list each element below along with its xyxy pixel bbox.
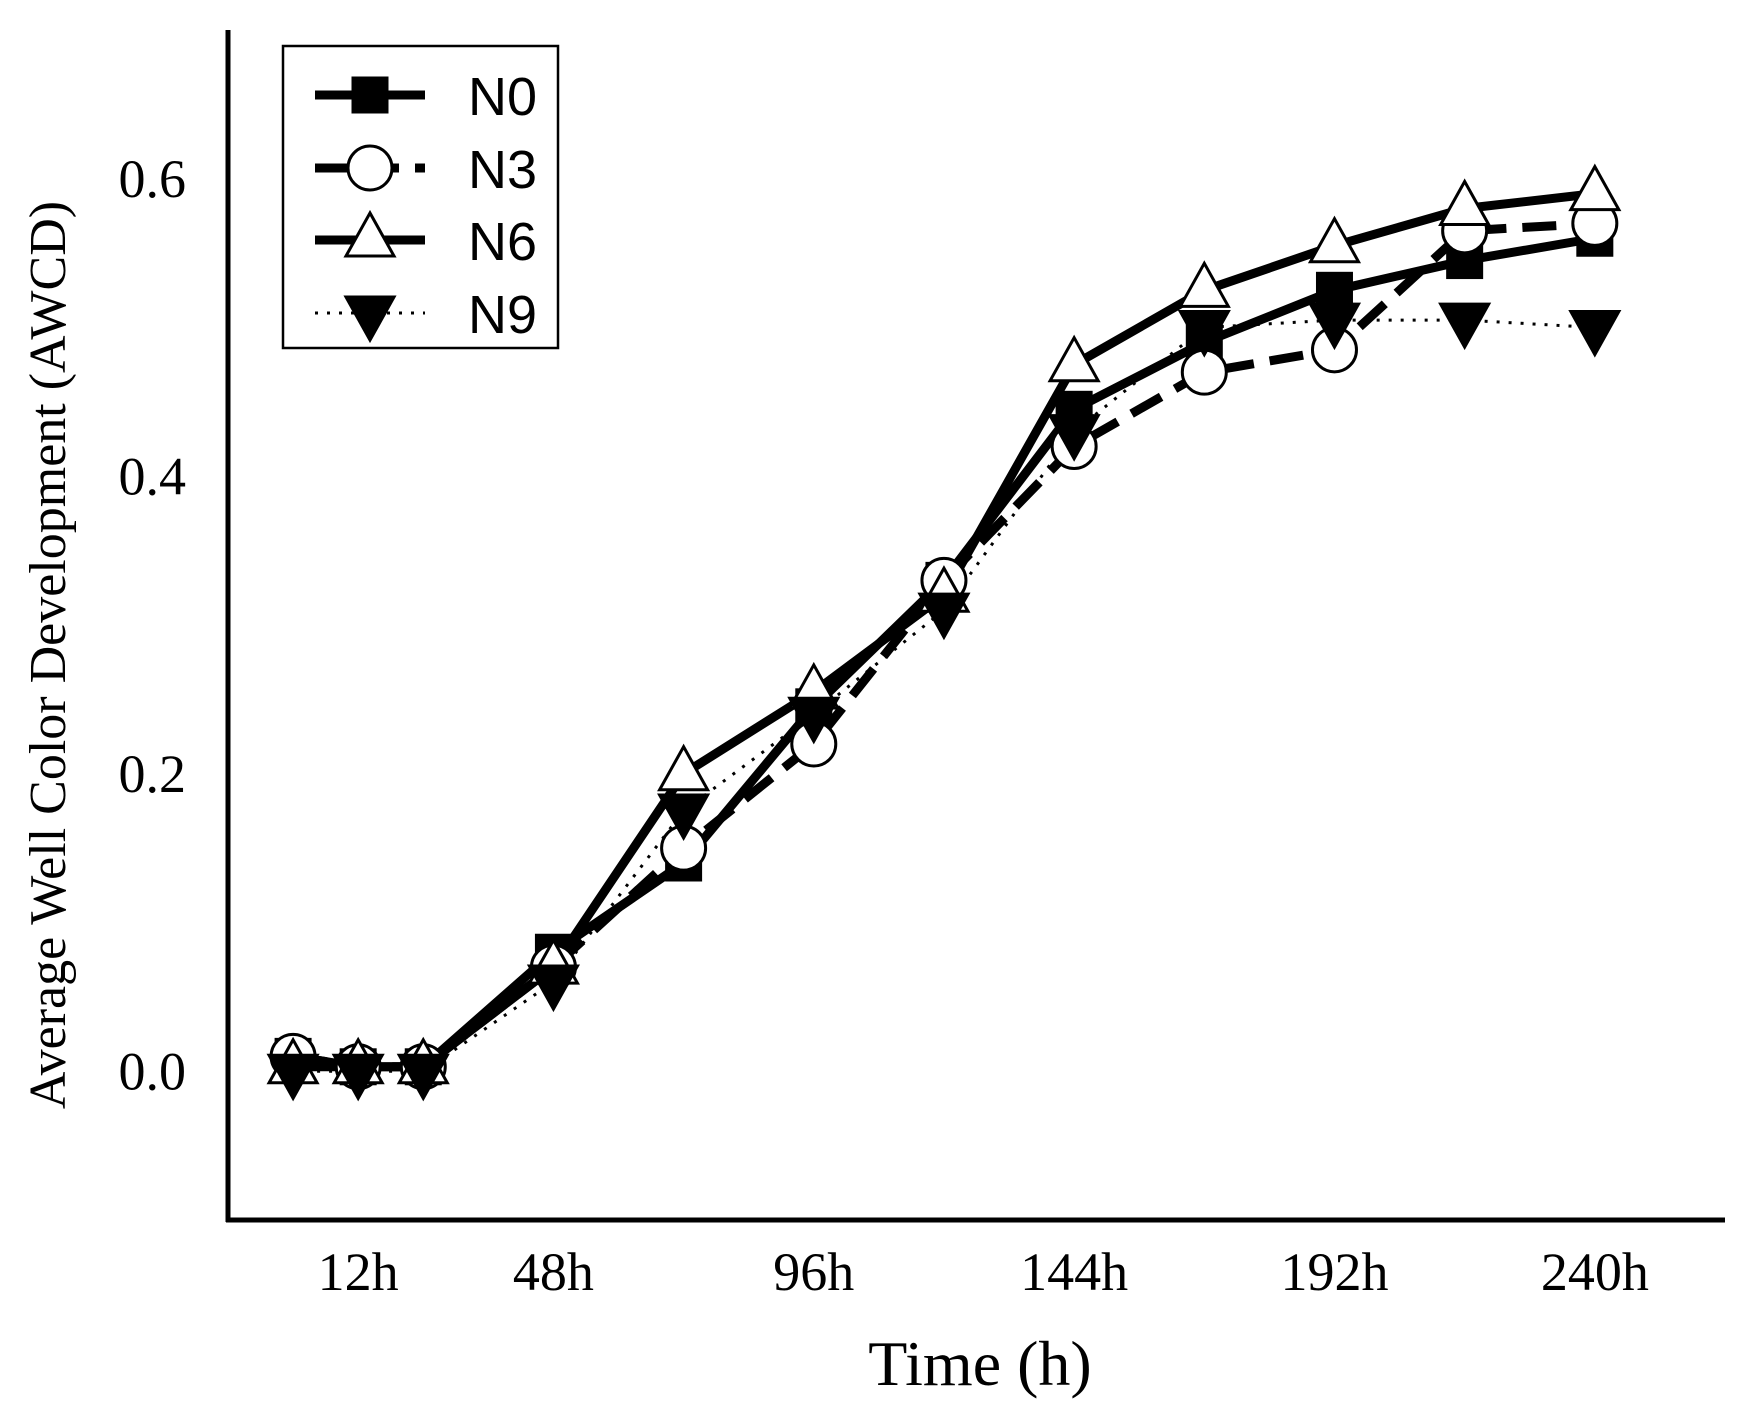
data-point-n6 [1177, 260, 1231, 308]
legend-label-n9: N9 [468, 285, 537, 345]
data-point-n0 [1315, 271, 1353, 309]
data-point-n9 [526, 964, 580, 1013]
series-markers [266, 163, 1622, 1102]
data-point-n9 [1438, 302, 1492, 351]
x-tick-labels: 12h 48h 96h 144h 192h 240h [318, 1242, 1649, 1302]
x-tick-label: 240h [1541, 1242, 1649, 1302]
data-point-n6 [1307, 215, 1362, 264]
y-tick-label: 0.6 [119, 149, 187, 209]
legend-marker-n9 [343, 295, 397, 344]
data-point-n6 [1438, 178, 1492, 226]
y-axis-label: Average Well Color Development (AWCD) [20, 201, 77, 1109]
data-point-n9 [657, 793, 711, 842]
data-point-n9 [331, 1053, 385, 1102]
legend-marker-n3 [346, 144, 394, 192]
data-point-n9 [917, 592, 971, 641]
data-point-n6 [1047, 334, 1101, 383]
y-tick-label: 0.0 [119, 1041, 187, 1101]
legend-label-n6: N6 [468, 212, 537, 272]
series-line-n0 [292, 233, 1596, 1072]
legend-label-n3: N3 [468, 140, 537, 200]
x-axis-label: Time (h) [868, 1328, 1091, 1399]
legend-label-n0: N0 [468, 67, 537, 127]
series-line-n9 [293, 318, 1595, 1073]
y-tick-label: 0.2 [119, 744, 187, 804]
x-tick-label: 12h [318, 1242, 399, 1302]
data-point-n9 [266, 1053, 320, 1102]
data-point-n9 [1307, 302, 1362, 351]
y-tick-labels: 0.0 0.2 0.4 0.6 [119, 149, 187, 1102]
legend-marker-n6 [343, 209, 397, 258]
data-point-n6 [657, 743, 711, 792]
data-point-n9 [1177, 310, 1231, 358]
y-tick-label: 0.4 [119, 446, 187, 506]
data-point-n9 [1047, 414, 1101, 462]
x-tick-label: 96h [773, 1242, 854, 1302]
x-tick-label: 192h [1280, 1242, 1388, 1302]
legend-marker-n0 [351, 76, 389, 114]
x-tick-label: 48h [513, 1242, 594, 1302]
series-layer [266, 163, 1622, 1102]
legend: N0 N3 N6 N9 [281, 44, 560, 350]
data-point-n9 [1568, 310, 1622, 358]
data-point-n9 [396, 1053, 450, 1102]
series-line-n3 [292, 218, 1596, 1072]
x-tick-label: 144h [1020, 1242, 1128, 1302]
axes [225, 30, 1725, 1223]
data-point-n9 [787, 696, 841, 745]
data-point-n6 [1568, 163, 1622, 212]
